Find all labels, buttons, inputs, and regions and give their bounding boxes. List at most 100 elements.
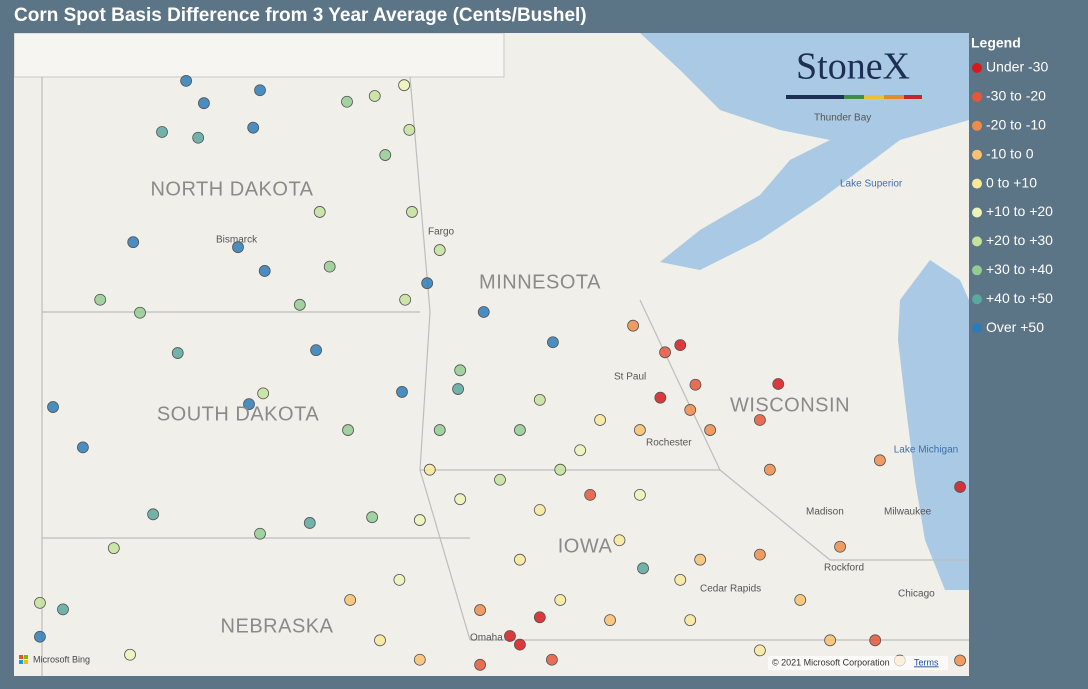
bing-label: Microsoft Bing (33, 654, 90, 664)
legend-label: +20 to +30 (986, 232, 1053, 248)
point (258, 265, 271, 277)
bing-icon (24, 655, 28, 659)
point (134, 306, 146, 319)
logo-bar (904, 95, 922, 99)
point (313, 206, 326, 218)
point (423, 463, 436, 476)
point (247, 121, 260, 134)
point (514, 553, 526, 566)
point (323, 260, 336, 273)
city-label: St Paul (614, 372, 646, 383)
legend-label: +40 to +50 (986, 290, 1053, 306)
point (413, 653, 426, 666)
bing-icon (19, 655, 23, 659)
point (398, 79, 411, 92)
legend-label: -30 to -20 (986, 88, 1046, 104)
point (257, 387, 270, 400)
point (47, 401, 59, 413)
point (421, 277, 434, 290)
point (604, 614, 616, 627)
point (341, 95, 353, 108)
point (754, 414, 766, 426)
point (477, 306, 490, 318)
point (659, 346, 671, 359)
point (654, 391, 667, 404)
lake-superior (640, 33, 969, 270)
point (704, 424, 717, 436)
point (124, 648, 136, 661)
point (254, 527, 266, 540)
logo-bar (884, 95, 904, 99)
lake-label: Lake Michigan (894, 445, 958, 456)
state-label: SOUTH DAKOTA (157, 403, 319, 425)
point (533, 393, 546, 406)
point (171, 347, 184, 359)
legend-swatch (972, 178, 982, 189)
attribution: Microsoft Bing © 2021 Microsoft Corporat… (19, 654, 948, 670)
city-label: Milwaukee (884, 507, 932, 518)
legend-swatch (972, 265, 982, 276)
point (754, 644, 766, 657)
logo-bar (864, 95, 884, 99)
state-label: NEBRASKA (221, 615, 334, 637)
city-label: Cedar Rapids (700, 584, 761, 595)
attribution-bg (768, 656, 948, 670)
point (514, 638, 526, 651)
point (379, 149, 392, 161)
legend-swatch (972, 149, 982, 160)
point (107, 542, 120, 555)
point (156, 126, 168, 138)
point (413, 514, 426, 526)
point (494, 473, 506, 486)
point (584, 488, 597, 501)
point (310, 344, 322, 357)
copyright: © 2021 Microsoft Corporation (772, 657, 890, 667)
legend-label: -10 to 0 (986, 145, 1034, 161)
point (674, 573, 687, 586)
point (396, 386, 408, 398)
point (627, 319, 639, 332)
point (243, 398, 255, 411)
point (834, 540, 846, 553)
legend: Under -30 -30 to -20 -20 to -10 -10 to 0 0 t… (972, 59, 1053, 335)
legend-label: +10 to +20 (986, 203, 1053, 219)
point (180, 74, 193, 87)
logo-bar (786, 95, 844, 99)
point (368, 90, 381, 102)
point (94, 293, 107, 306)
point (613, 534, 626, 547)
legend-label: 0 to +10 (986, 174, 1037, 190)
point (254, 84, 266, 97)
point (637, 562, 649, 575)
point (533, 504, 546, 516)
state-label: MINNESOTA (479, 271, 601, 293)
point (794, 594, 807, 606)
point (406, 206, 418, 218)
terms-link[interactable]: Terms (914, 657, 939, 667)
point (192, 131, 205, 144)
point (684, 614, 697, 627)
legend-swatch (972, 236, 982, 247)
point (574, 444, 587, 457)
point (34, 630, 46, 643)
point (874, 454, 886, 467)
point (694, 553, 707, 566)
point (474, 658, 486, 671)
legend-swatch (972, 323, 982, 334)
points (34, 74, 966, 671)
point (954, 481, 966, 493)
legend-swatch (972, 207, 982, 218)
city-label: Thunder Bay (814, 113, 871, 124)
legend-label: Over +50 (986, 319, 1044, 335)
legend-label: +30 to +40 (986, 261, 1053, 277)
point (342, 424, 354, 436)
point (57, 603, 69, 616)
legend-swatch (972, 294, 982, 305)
legend-swatch (972, 63, 982, 73)
point (34, 596, 46, 609)
point (514, 424, 526, 436)
canada (14, 33, 505, 78)
point (454, 493, 467, 506)
point (147, 508, 160, 521)
